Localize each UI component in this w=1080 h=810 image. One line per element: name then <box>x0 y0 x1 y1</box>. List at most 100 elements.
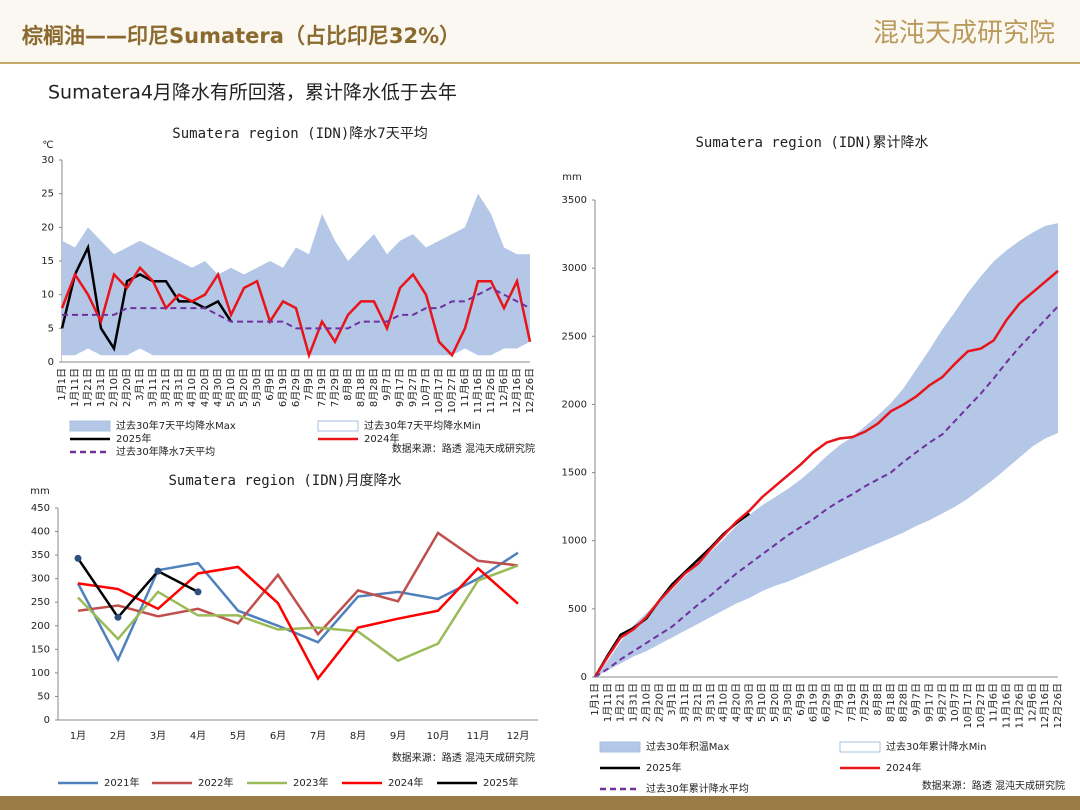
x-tick-label: 11月26日 <box>485 368 497 413</box>
legend-label: 过去30年累计降水平均 <box>646 782 749 795</box>
x-tick-label: 9月7日 <box>381 368 393 401</box>
x-tick-label: 12月26日 <box>524 368 536 413</box>
x-tick-label: 6月9日 <box>795 683 807 716</box>
x-tick-label: 7月29日 <box>329 368 341 407</box>
y-tick-label: 150 <box>31 644 50 655</box>
chart-title: Sumatera region (IDN)月度降水 <box>168 473 401 489</box>
x-tick-label: 7月19日 <box>316 368 328 407</box>
x-tick-label: 3月21日 <box>692 683 704 722</box>
x-tick-label: 6月9日 <box>264 368 276 401</box>
y-unit: mm <box>30 486 49 497</box>
legend-label: 2023年 <box>293 776 328 789</box>
x-tick-label: 12月16日 <box>1039 683 1051 728</box>
x-tick-label: 2月10日 <box>108 368 120 407</box>
point <box>74 554 82 562</box>
x-tick-label: 10月17日 <box>962 683 974 728</box>
y-tick-label: 350 <box>31 550 50 561</box>
x-tick-label: 1月 <box>70 730 86 742</box>
chart-title: Sumatera region (IDN)降水7天平均 <box>172 126 427 142</box>
x-tick-label: 8月18日 <box>885 683 897 722</box>
y-tick-label: 0 <box>44 715 50 726</box>
x-tick-label: 8月28日 <box>898 683 910 722</box>
x-tick-label: 5月10日 <box>225 368 237 407</box>
y-tick-label: 500 <box>568 604 587 615</box>
x-tick-label: 12月 <box>507 730 530 742</box>
x-tick-label: 10月7日 <box>949 683 961 722</box>
x-tick-label: 5月20日 <box>238 368 250 407</box>
x-tick-label: 5月20日 <box>769 683 781 722</box>
band-area <box>62 341 530 362</box>
x-tick-label: 12月16日 <box>511 368 523 413</box>
y-tick-label: 450 <box>31 503 50 514</box>
legend-swatch <box>839 741 881 753</box>
y-tick-label: 1000 <box>562 536 587 547</box>
y-tick-label: 300 <box>31 574 50 585</box>
page-title: 棕榈油——印尼Sumatera（占比印尼32%） <box>22 24 460 48</box>
x-tick-label: 11月6日 <box>988 683 1000 722</box>
y-tick-label: 3000 <box>562 263 587 274</box>
legend-swatch <box>317 420 359 432</box>
x-tick-label: 10月27日 <box>975 683 987 728</box>
series-line <box>593 269 1059 678</box>
x-tick-label: 1月1日 <box>589 683 601 716</box>
series-line <box>77 531 519 637</box>
y-unit: ℃ <box>42 140 53 151</box>
y-unit: mm <box>562 172 581 183</box>
point <box>194 588 202 596</box>
x-tick-label: 3月31日 <box>173 368 185 407</box>
x-tick-label: 1月31日 <box>95 368 107 407</box>
x-tick-label: 8月18日 <box>355 368 367 407</box>
y-tick-label: 0 <box>581 672 587 683</box>
y-tick-label: 2500 <box>562 331 587 342</box>
legend-label: 2024年 <box>364 432 399 445</box>
x-tick-label: 4月20日 <box>730 683 742 722</box>
x-tick-label: 11月16日 <box>1001 683 1013 728</box>
y-tick-label: 50 <box>37 691 50 702</box>
x-tick-label: 6月29日 <box>290 368 302 407</box>
series-line <box>76 557 199 620</box>
x-tick-label: 3月1日 <box>666 683 678 716</box>
x-tick-label: 4月10日 <box>718 683 730 722</box>
legend-swatch <box>69 420 111 432</box>
series-line <box>594 305 1059 678</box>
y-tick-label: 100 <box>31 668 50 679</box>
legend-label: 过去30年7天平均降水Min <box>364 419 481 432</box>
x-tick-label: 5月30日 <box>782 683 794 722</box>
x-tick-label: 7月 <box>310 730 326 742</box>
x-tick-label: 11月6日 <box>459 368 471 407</box>
x-tick-label: 5月 <box>230 730 246 742</box>
x-tick-label: 10月27日 <box>446 368 458 413</box>
x-tick-label: 9月27日 <box>407 368 419 407</box>
legend-label: 2025年 <box>116 432 151 445</box>
y-tick-label: 3500 <box>562 195 587 206</box>
legend-label: 过去30年累计降水Min <box>886 740 986 753</box>
y-tick-label: 20 <box>41 222 54 233</box>
x-tick-label: 1月21日 <box>615 683 627 722</box>
x-tick-label: 6月29日 <box>821 683 833 722</box>
footer-band <box>0 796 1080 810</box>
x-tick-label: 9月 <box>390 730 406 742</box>
series-line <box>77 564 519 663</box>
y-tick-label: 5 <box>48 323 54 334</box>
series-line <box>62 286 531 330</box>
legend-label: 过去30年积温Max <box>646 740 729 753</box>
x-tick-label: 8月8日 <box>342 368 354 401</box>
x-tick-label: 12月6日 <box>498 368 510 407</box>
y-tick-label: 200 <box>31 621 50 632</box>
x-tick-label: 3月21日 <box>160 368 172 407</box>
x-tick-label: 10月 <box>427 730 450 742</box>
x-tick-label: 1月11日 <box>69 368 81 407</box>
x-tick-label: 9月27日 <box>936 683 948 722</box>
x-tick-label: 1月31日 <box>628 683 640 722</box>
x-tick-label: 4月30日 <box>743 683 755 722</box>
y-tick-label: 250 <box>31 597 50 608</box>
x-tick-label: 8月28日 <box>368 368 380 407</box>
series-line <box>60 243 233 352</box>
y-tick-label: 25 <box>41 189 54 200</box>
x-tick-label: 5月30日 <box>251 368 263 407</box>
x-tick-label: 7月19日 <box>846 683 858 722</box>
x-tick-label: 4月20日 <box>199 368 211 407</box>
series-line <box>77 565 519 681</box>
x-tick-label: 9月17日 <box>923 683 935 722</box>
